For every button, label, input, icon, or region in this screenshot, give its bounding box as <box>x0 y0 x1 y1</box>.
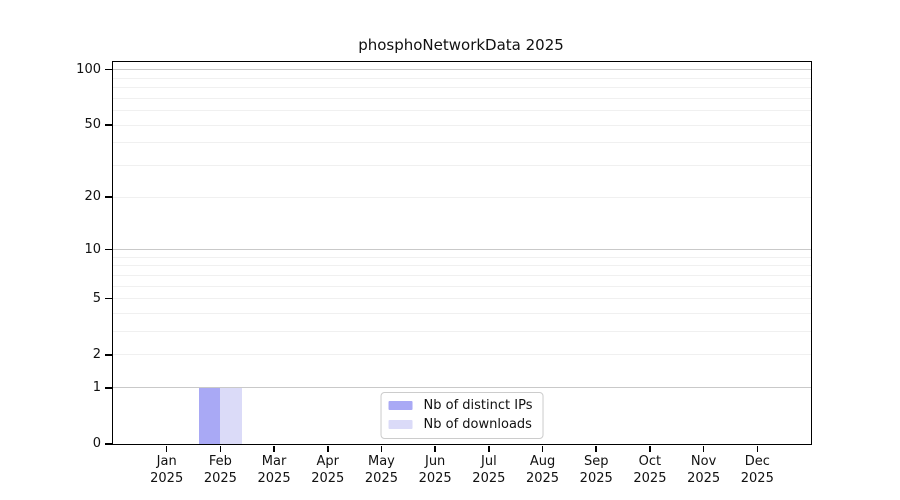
x-axis-tick-label: Apr 2025 <box>296 453 360 487</box>
y-axis-tick <box>105 124 112 126</box>
y-axis-tick <box>105 248 112 251</box>
x-axis-tick-label: Jun 2025 <box>403 453 467 487</box>
x-label-year: 2025 <box>364 471 398 486</box>
x-axis-tick <box>595 445 598 452</box>
x-label-year: 2025 <box>472 471 506 486</box>
x-axis-tick-label: Sep 2025 <box>564 453 628 487</box>
x-axis-tick <box>219 445 222 452</box>
legend-entry: Nb of distinct IPs <box>388 398 533 413</box>
y-axis-tick-label: 10 <box>84 241 101 257</box>
legend-label: Nb of downloads <box>423 417 532 432</box>
gridline-minor <box>113 331 811 333</box>
x-axis-tick-label: Feb 2025 <box>188 453 252 487</box>
y-axis-tick-label: 20 <box>84 189 101 205</box>
y-axis-tick-label: 100 <box>76 61 101 77</box>
x-label-month: Feb <box>208 454 232 469</box>
y-axis-tick <box>105 443 112 445</box>
legend-entry: Nb of downloads <box>388 417 533 432</box>
gridline-minor <box>113 164 811 166</box>
y-axis-tick-label: 5 <box>92 290 101 306</box>
gridline-major <box>113 69 811 71</box>
gridline-minor <box>113 265 811 267</box>
chart-title: phosphoNetworkData 2025 <box>358 36 564 54</box>
x-axis-tick <box>702 445 705 452</box>
x-label-year: 2025 <box>687 471 721 486</box>
x-axis-tick-label: Aug 2025 <box>511 453 575 487</box>
plot-area: Nb of distinct IPs Nb of downloads 0 1 2 5 1… <box>76 61 812 486</box>
legend-label: Nb of distinct IPs <box>423 398 533 413</box>
x-axis-tick-label: Oct 2025 <box>618 453 682 487</box>
x-label-month: Apr <box>316 454 340 469</box>
y-axis-tick <box>105 68 112 71</box>
gridline-minor <box>113 285 811 287</box>
gridline-minor <box>113 87 811 89</box>
x-axis-tick <box>649 445 651 452</box>
gridline-major <box>113 387 811 389</box>
gridline-minor <box>113 312 811 314</box>
x-label-month: May <box>368 454 395 469</box>
x-axis-tick-label: Dec 2025 <box>725 453 789 487</box>
x-label-year: 2025 <box>740 471 774 486</box>
gridline-major <box>113 248 811 250</box>
x-label-month: Jan <box>156 454 177 469</box>
y-axis-tick-label: 50 <box>84 117 101 133</box>
x-label-year: 2025 <box>311 471 345 486</box>
legend: Nb of distinct IPs Nb of downloads <box>380 392 544 439</box>
bar-downloads <box>220 387 242 444</box>
gridline-minor <box>113 354 811 356</box>
x-axis-tick <box>326 445 329 452</box>
x-label-year: 2025 <box>257 471 291 486</box>
y-axis-tick-label: 2 <box>92 346 101 362</box>
x-axis-tick <box>434 445 436 452</box>
x-label-year: 2025 <box>203 471 237 486</box>
x-label-month: Jun <box>424 454 446 469</box>
x-axis-tick <box>541 445 544 452</box>
gridline-minor <box>113 124 811 126</box>
x-axis-tick <box>273 445 275 452</box>
x-axis-tick-label: Nov 2025 <box>672 453 736 487</box>
x-label-year: 2025 <box>525 471 560 486</box>
y-axis-tick <box>105 196 112 198</box>
x-axis-tick <box>488 445 490 452</box>
x-axis-tick-label: Jul 2025 <box>457 453 521 487</box>
gridline-minor <box>113 110 811 112</box>
gridline-minor <box>113 142 811 144</box>
x-label-year: 2025 <box>150 471 184 486</box>
x-label-year: 2025 <box>418 471 452 486</box>
x-label-month: Dec <box>744 454 770 469</box>
x-label-year: 2025 <box>633 471 667 486</box>
gridline-minor <box>113 97 811 99</box>
x-axis-tick-label: May 2025 <box>349 453 413 487</box>
x-label-month: Oct <box>638 454 662 469</box>
gridline-minor <box>113 298 811 300</box>
y-axis-tick-label: 0 <box>92 436 101 451</box>
gridline-minor <box>113 77 811 79</box>
x-axis-tick-label: Jan 2025 <box>135 453 199 487</box>
gridline-minor <box>113 274 811 276</box>
x-label-month: Nov <box>690 454 717 469</box>
y-axis-tick <box>105 297 112 300</box>
x-label-month: Mar <box>261 454 287 469</box>
x-label-month: Sep <box>583 454 609 469</box>
y-axis-tick <box>105 386 112 389</box>
x-label-month: Jul <box>481 454 497 469</box>
x-label-year: 2025 <box>579 471 613 486</box>
x-label-month: Aug <box>529 454 556 469</box>
y-axis-tick <box>105 354 112 356</box>
gridline-minor <box>113 196 811 198</box>
x-axis-tick <box>756 445 759 452</box>
legend-swatch-distinct-ips <box>388 401 413 410</box>
x-axis-tick <box>165 445 168 452</box>
gridline-minor <box>113 256 811 258</box>
x-axis-tick-label: Mar 2025 <box>242 453 306 487</box>
bar-distinct-ips <box>198 387 221 444</box>
legend-swatch-downloads <box>388 420 413 429</box>
x-axis-tick <box>380 445 383 452</box>
y-axis-tick-label: 1 <box>92 379 101 395</box>
